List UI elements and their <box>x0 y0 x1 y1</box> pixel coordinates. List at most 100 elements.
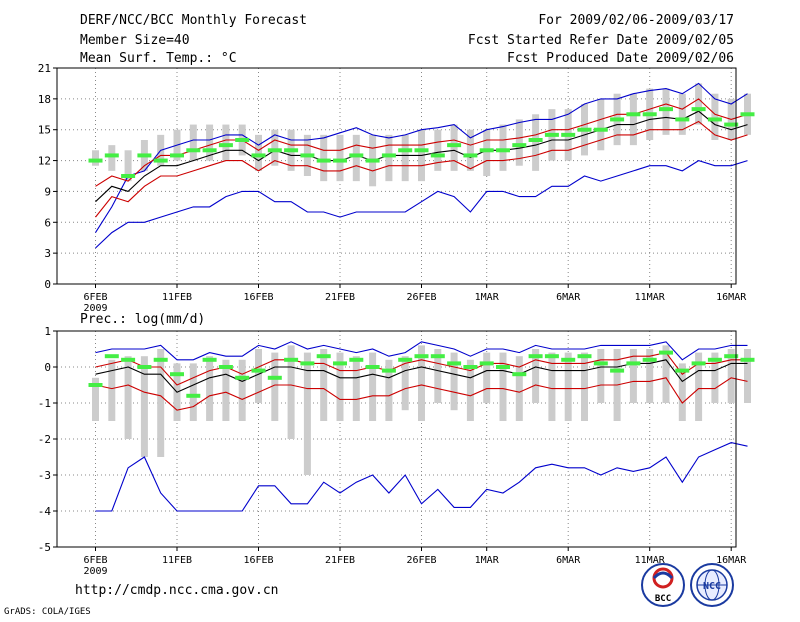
median-marker <box>235 138 250 142</box>
member-size: Member Size=40 <box>80 33 190 48</box>
x-tick-label: 16MAR <box>716 292 747 303</box>
forecast-range: For 2009/02/06-2009/03/17 <box>538 13 734 28</box>
median-marker <box>593 361 608 366</box>
spread-box <box>238 359 246 421</box>
spread-box <box>434 349 442 403</box>
median-marker <box>675 368 690 373</box>
spread-box <box>532 349 540 403</box>
spread-box <box>157 349 165 457</box>
spread-box <box>206 124 214 161</box>
y-tick-label: 21 <box>38 62 51 75</box>
x-tick-label: 16FEB <box>243 292 273 303</box>
spread-box <box>222 359 230 421</box>
median-marker <box>414 148 429 153</box>
median-marker <box>544 354 559 359</box>
spread-box <box>352 356 360 421</box>
bcc-logo-ring <box>641 563 685 607</box>
spread-box <box>108 145 116 171</box>
median-marker <box>707 357 722 362</box>
x-tick-label: 21FEB <box>325 555 355 566</box>
x-tick-label: 6FEB <box>83 555 107 566</box>
x-tick-label: 6FEB <box>83 292 107 303</box>
spread-box <box>450 124 458 171</box>
median-marker <box>349 153 364 158</box>
series-min-line <box>95 442 748 512</box>
median-marker <box>186 393 201 398</box>
median-marker <box>170 153 184 158</box>
series-max-line <box>95 341 748 361</box>
median-marker <box>104 354 119 359</box>
median-marker <box>365 365 380 369</box>
median-marker <box>577 354 592 359</box>
median-marker <box>153 158 168 163</box>
plot-frame <box>56 67 737 285</box>
x-tick-label: 21FEB <box>325 292 355 303</box>
median-marker <box>512 372 527 377</box>
ncc-logo-text: NCC <box>703 581 721 592</box>
median-marker <box>121 357 136 362</box>
median-marker <box>642 112 657 117</box>
spread-box <box>695 83 703 125</box>
median-marker <box>561 357 576 362</box>
median-marker <box>740 357 755 362</box>
spread-box <box>255 134 262 171</box>
spread-box <box>434 129 442 171</box>
median-marker <box>544 132 559 137</box>
median-marker <box>659 350 673 355</box>
spread-box <box>564 352 572 421</box>
y-tick-label: 1 <box>44 325 51 338</box>
median-marker <box>642 357 657 362</box>
spread-box <box>597 98 605 151</box>
median-marker <box>496 365 510 369</box>
median-marker <box>202 357 217 362</box>
spread-box <box>303 352 311 475</box>
spread-box <box>401 134 409 182</box>
spread-box <box>515 356 523 421</box>
median-marker <box>186 148 201 153</box>
median-marker <box>593 127 608 132</box>
median-marker <box>447 143 462 148</box>
median-marker <box>610 117 625 122</box>
spread-box <box>418 345 425 421</box>
spread-box <box>695 352 703 421</box>
bcc-logo-text: BCC <box>655 594 671 604</box>
spread-box <box>108 359 116 421</box>
x-tick-label: 16FEB <box>243 555 273 566</box>
spread-box <box>581 352 588 421</box>
y-tick-label: -1 <box>38 397 51 410</box>
spread-box <box>744 349 751 403</box>
y-tick-label: 18 <box>38 93 51 106</box>
prec-panel-title: Prec.: log(mm/d) <box>80 312 205 327</box>
median-marker <box>691 361 706 366</box>
grads-credit: GrADS: COLA/IGES <box>4 607 91 617</box>
x-year-label: 2009 <box>83 566 107 577</box>
median-marker <box>267 375 282 380</box>
median-marker <box>463 365 478 369</box>
median-marker <box>496 148 510 153</box>
spread-box <box>662 88 670 135</box>
median-marker <box>300 153 315 158</box>
median-marker <box>284 357 299 362</box>
median-marker <box>610 368 625 373</box>
spread-box <box>189 363 197 421</box>
median-marker <box>284 148 299 153</box>
x-tick-label: 11MAR <box>635 292 666 303</box>
median-marker <box>659 107 673 112</box>
x-tick-label: 6MAR <box>556 292 581 303</box>
median-marker <box>512 143 527 148</box>
spread-box <box>515 119 523 166</box>
x-tick-label: 1MAR <box>475 292 500 303</box>
spread-box <box>287 345 295 439</box>
y-tick-label: 0 <box>44 278 51 291</box>
median-marker <box>137 365 152 369</box>
median-marker <box>463 153 478 158</box>
median-marker <box>349 357 364 362</box>
y-tick-label: -5 <box>38 541 51 554</box>
temperature-panel: 0 3 6 9 12 15 18 21 6FEB 11FEB 16FEB 21FEB 26FEB 1MAR… <box>38 62 755 314</box>
median-marker <box>626 112 641 117</box>
median-marker <box>381 153 396 158</box>
x-tick-label: 16MAR <box>716 555 747 566</box>
median-marker <box>479 148 494 153</box>
